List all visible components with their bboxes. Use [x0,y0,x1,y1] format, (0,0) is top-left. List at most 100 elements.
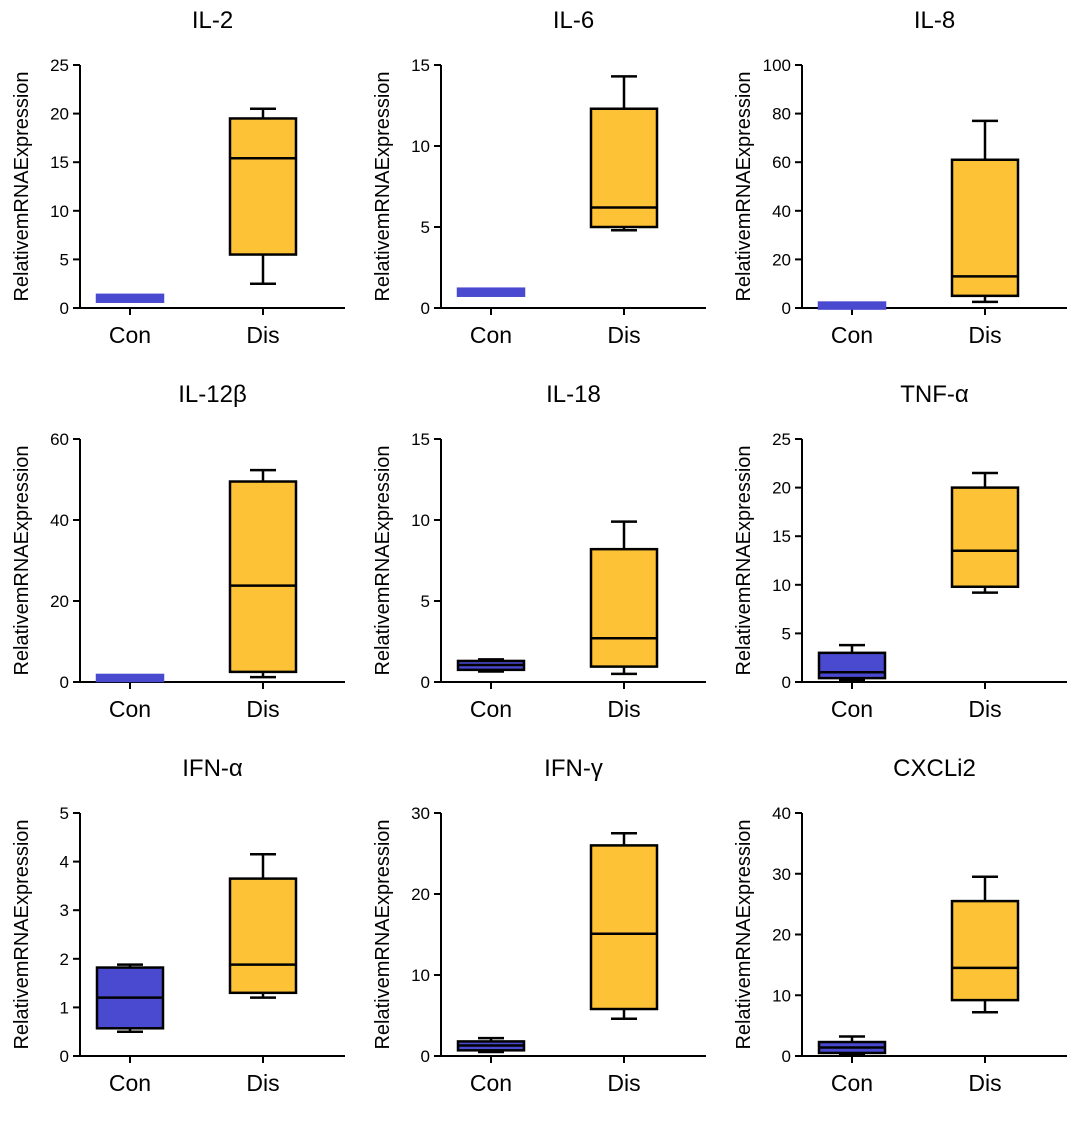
y-axis-label: RelativemRNAExpression [372,71,394,301]
box-dis [950,158,1020,298]
chart-svg: IL-12β RelativemRNAExpression 0 20 40 60 Con Di… [11,381,345,722]
y-tick-label: 10 [772,986,791,1005]
x-category-label-con: Con [470,1070,512,1096]
panel-tnf-a: TNF-α RelativemRNAExpression 0 5 10 15 20 25 Con… [722,374,1083,748]
box-dis [228,877,298,995]
x-category-label-dis: Dis [246,322,279,348]
y-tick-label: 20 [50,105,69,124]
panel-il-8: IL-8 RelativemRNAExpression 0 20 40 60 80 100 Co… [722,0,1083,374]
panel-il-12b: IL-12β RelativemRNAExpression 0 20 40 60 Con Di… [0,374,361,748]
y-tick-label: 5 [782,624,791,643]
box-dis [589,107,659,229]
x-category-label-con: Con [109,322,151,348]
box-dis [589,844,659,1011]
y-axis-label: RelativemRNAExpression [372,819,394,1049]
box-dis [228,480,298,674]
chart-svg: IFN-γ RelativemRNAExpression 0 10 20 30 Con Dis [372,755,706,1096]
chart-title: IL-6 [553,7,594,34]
box-con [95,673,165,683]
y-tick-label: 80 [772,105,791,124]
y-axis-label: RelativemRNAExpression [11,819,33,1049]
y-tick-label: 10 [411,137,430,156]
y-tick-label: 4 [60,853,69,872]
y-tick-label: 25 [772,430,791,449]
x-category-label-dis: Dis [607,322,640,348]
y-tick-label: 0 [782,1047,791,1066]
y-tick-label: 40 [50,511,69,530]
y-tick-label: 40 [772,202,791,221]
y-tick-label: 30 [411,804,430,823]
chart-title: IFN-α [182,755,243,782]
y-tick-label: 3 [60,901,69,920]
y-tick-label: 40 [772,804,791,823]
y-axis-label: RelativemRNAExpression [733,71,755,301]
y-tick-label: 5 [421,218,430,237]
chart-svg: IL-6 RelativemRNAExpression 0 5 10 15 Con Dis [372,7,706,348]
y-tick-label: 15 [50,153,69,172]
y-tick-label: 20 [411,885,430,904]
box-dis [950,899,1020,1002]
chart-title: IL-18 [546,381,601,408]
x-category-label-con: Con [831,1070,873,1096]
panel-cxcli2: CXCLi2 RelativemRNAExpression 0 10 20 30 40 Con… [722,748,1083,1122]
box-con [817,301,887,310]
chart-svg: CXCLi2 RelativemRNAExpression 0 10 20 30 40 Con… [733,755,1067,1096]
y-axis-label: RelativemRNAExpression [733,445,755,675]
panel-il-6: IL-6 RelativemRNAExpression 0 5 10 15 Con Dis [361,0,722,374]
y-tick-label: 100 [763,56,791,75]
y-tick-label: 20 [772,250,791,269]
box-con [456,287,526,297]
box-con [95,293,165,303]
x-category-label-con: Con [831,322,873,348]
y-tick-label: 10 [411,511,430,530]
chart-title: IL-12β [178,381,247,408]
x-category-label-dis: Dis [968,322,1001,348]
x-category-label-con: Con [109,696,151,722]
y-tick-label: 60 [50,430,69,449]
box-con [817,651,887,680]
y-tick-label: 15 [411,56,430,75]
y-axis-label: RelativemRNAExpression [11,71,33,301]
panel-il-18: IL-18 RelativemRNAExpression 0 5 10 15 Con Dis [361,374,722,748]
y-axis-label: RelativemRNAExpression [372,445,394,675]
y-tick-label: 5 [421,592,430,611]
y-tick-label: 2 [60,950,69,969]
x-category-label-dis: Dis [607,696,640,722]
chart-title: IL-2 [192,7,233,34]
box-dis [228,117,298,256]
y-tick-label: 10 [50,202,69,221]
panel-ifn-a: IFN-α RelativemRNAExpression 0 1 2 3 4 5 Con Dis [0,748,361,1122]
y-tick-label: 0 [60,299,69,318]
y-tick-label: 20 [772,926,791,945]
x-category-label-con: Con [470,322,512,348]
y-tick-label: 25 [50,56,69,75]
chart-title: IFN-γ [544,755,603,782]
y-tick-label: 0 [60,673,69,692]
chart-svg: IL-18 RelativemRNAExpression 0 5 10 15 Con Dis [372,381,706,722]
y-tick-label: 1 [60,998,69,1017]
x-category-label-dis: Dis [968,1070,1001,1096]
y-axis-label: RelativemRNAExpression [733,819,755,1049]
panel-ifn-g: IFN-γ RelativemRNAExpression 0 10 20 30 Con Dis [361,748,722,1122]
y-tick-label: 0 [421,673,430,692]
box-dis [589,547,659,668]
chart-title: IL-8 [914,7,955,34]
y-tick-label: 60 [772,153,791,172]
y-tick-label: 30 [772,865,791,884]
x-category-label-con: Con [470,696,512,722]
chart-svg: IL-2 RelativemRNAExpression 0 5 10 15 20 25 Con D… [11,7,345,348]
chart-svg: IL-8 RelativemRNAExpression 0 20 40 60 80 100 Co… [733,7,1067,348]
x-category-label-con: Con [831,696,873,722]
chart-svg: TNF-α RelativemRNAExpression 0 5 10 15 20 25 Con… [733,381,1067,722]
y-axis-label: RelativemRNAExpression [11,445,33,675]
y-tick-label: 5 [60,250,69,269]
y-tick-label: 0 [60,1047,69,1066]
chart-svg: IFN-α RelativemRNAExpression 0 1 2 3 4 5 Con Dis [11,755,345,1096]
x-category-label-dis: Dis [246,1070,279,1096]
chart-title: CXCLi2 [893,755,976,782]
y-tick-label: 10 [772,576,791,595]
box-dis [950,486,1020,588]
x-category-label-dis: Dis [246,696,279,722]
y-tick-label: 15 [411,430,430,449]
